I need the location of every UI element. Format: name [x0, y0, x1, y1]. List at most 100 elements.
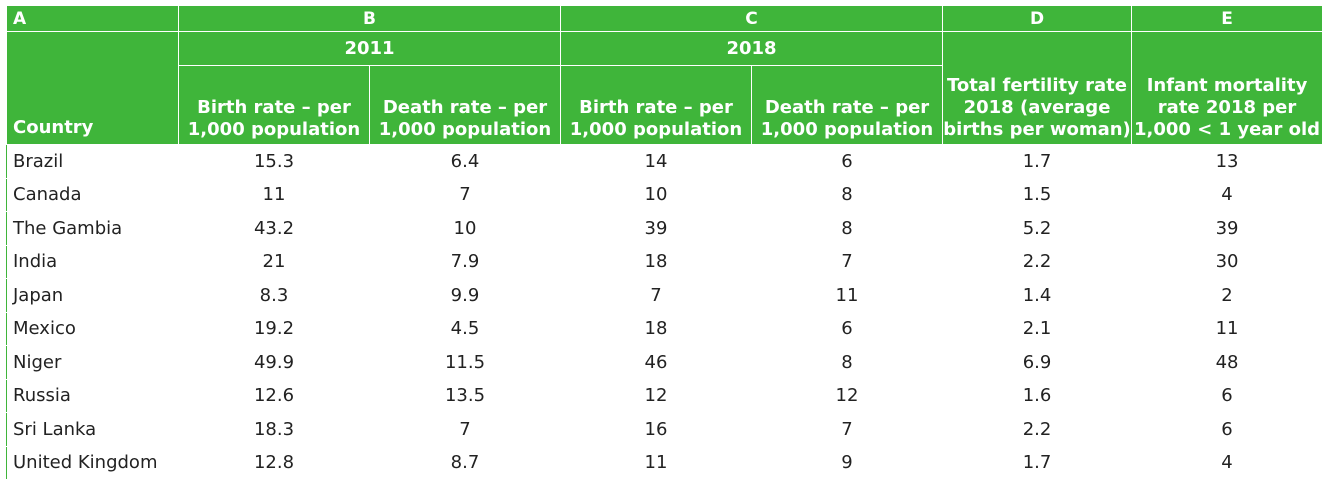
birth-rate-2011-header: Birth rate – per 1,000 population — [178, 65, 370, 145]
column-letter-d: D — [942, 5, 1133, 32]
infant-mortality-header: Infant mortality rate 2018 per 1,000 < 1… — [1131, 31, 1324, 145]
column-letter-e: E — [1131, 5, 1324, 32]
death-rate-2018-cell: 6 — [750, 311, 944, 346]
death-rate-2018-cell: 11 — [750, 278, 944, 313]
infant-mortality-cell: 30 — [1131, 244, 1324, 279]
birth-rate-2011-cell: 12.8 — [178, 445, 370, 480]
table-header: A B C D E Country 2011 2018 Total fertil… — [6, 5, 1324, 145]
infant-mortality-cell: 13 — [1131, 144, 1324, 179]
table-row: Sri Lanka 18.3 7 16 7 2.2 6 — [6, 412, 1324, 447]
table-row: United Kingdom 12.8 8.7 11 9 1.7 4 — [6, 445, 1324, 480]
death-rate-2018-cell: 9 — [750, 445, 944, 480]
table-row: The Gambia 43.2 10 39 8 5.2 39 — [6, 211, 1324, 246]
fertility-cell: 1.4 — [942, 278, 1133, 313]
death-rate-2018-cell: 8 — [750, 345, 944, 380]
birth-rate-2018-cell: 16 — [560, 412, 752, 447]
death-rate-2011-cell: 7 — [369, 412, 561, 447]
birth-rate-2018-cell: 18 — [560, 311, 752, 346]
death-rate-2018-cell: 7 — [750, 244, 944, 279]
infant-mortality-cell: 11 — [1131, 311, 1324, 346]
column-letters-row: A B C D E — [6, 5, 1324, 32]
country-cell: Brazil — [6, 144, 179, 179]
birth-rate-2011-cell: 11 — [178, 177, 370, 212]
birth-rate-2011-cell: 15.3 — [178, 144, 370, 179]
infant-mortality-cell: 6 — [1131, 378, 1324, 413]
death-rate-2011-cell: 4.5 — [369, 311, 561, 346]
table-row: Japan 8.3 9.9 7 11 1.4 2 — [6, 278, 1324, 313]
table-row: Mexico 19.2 4.5 18 6 2.1 11 — [6, 311, 1324, 346]
subheader-row: Birth rate – per 1,000 population Death … — [7, 65, 1323, 145]
infant-mortality-cell: 6 — [1131, 412, 1324, 447]
year-row: Country 2011 2018 Total fertility rate 2… — [6, 31, 1324, 145]
country-cell: The Gambia — [6, 211, 179, 246]
birth-rate-2018-cell: 39 — [560, 211, 752, 246]
death-rate-2018-cell: 8 — [750, 211, 944, 246]
table-row: Canada 11 7 10 8 1.5 4 — [6, 177, 1324, 212]
birth-rate-2011-cell: 12.6 — [178, 378, 370, 413]
infant-mortality-cell: 4 — [1131, 177, 1324, 212]
fertility-header: Total fertility rate 2018 (average birth… — [942, 31, 1133, 145]
birth-rate-2011-cell: 19.2 — [178, 311, 370, 346]
fertility-cell: 2.1 — [942, 311, 1133, 346]
infant-mortality-cell: 4 — [1131, 445, 1324, 480]
year-2018-header: 2018 — [559, 31, 944, 66]
country-cell: Canada — [6, 177, 179, 212]
birth-rate-2018-cell: 18 — [560, 244, 752, 279]
country-cell: Russia — [6, 378, 179, 413]
death-rate-2018-cell: 6 — [750, 144, 944, 179]
fertility-cell: 2.2 — [942, 412, 1133, 447]
country-cell: India — [6, 244, 179, 279]
fertility-cell: 5.2 — [942, 211, 1133, 246]
death-rate-2018-cell: 7 — [750, 412, 944, 447]
country-cell: Niger — [6, 345, 179, 380]
death-rate-2011-cell: 6.4 — [369, 144, 561, 179]
birth-rate-2018-header: Birth rate – per 1,000 population — [560, 65, 752, 145]
column-letter-a: A — [6, 5, 179, 32]
birth-rate-2018-cell: 46 — [560, 345, 752, 380]
country-cell: Sri Lanka — [6, 412, 179, 447]
table-row: Russia 12.6 13.5 12 12 1.6 6 — [6, 378, 1324, 413]
fertility-cell: 6.9 — [942, 345, 1133, 380]
death-rate-2018-cell: 8 — [750, 177, 944, 212]
table-body: Brazil 15.3 6.4 14 6 1.7 13 Canada 11 7 … — [6, 144, 1324, 480]
fertility-cell: 1.7 — [942, 445, 1133, 480]
death-rate-2011-cell: 7.9 — [369, 244, 561, 279]
infant-mortality-cell: 39 — [1131, 211, 1324, 246]
death-rate-2011-cell: 11.5 — [369, 345, 561, 380]
birth-rate-2011-cell: 49.9 — [178, 345, 370, 380]
birth-rate-2018-cell: 12 — [560, 378, 752, 413]
death-rate-2011-cell: 13.5 — [369, 378, 561, 413]
column-letter-c: C — [559, 5, 944, 32]
country-header: Country — [6, 31, 179, 145]
birth-rate-2018-cell: 11 — [560, 445, 752, 480]
fertility-cell: 2.2 — [942, 244, 1133, 279]
birth-rate-2011-cell: 18.3 — [178, 412, 370, 447]
country-cell: Japan — [6, 278, 179, 313]
birth-rate-2018-cell: 10 — [560, 177, 752, 212]
death-rate-2011-cell: 7 — [369, 177, 561, 212]
fertility-cell: 1.5 — [942, 177, 1133, 212]
death-rate-2011-header: Death rate – per 1,000 population — [369, 65, 561, 145]
country-cell: Mexico — [6, 311, 179, 346]
fertility-cell: 1.7 — [942, 144, 1133, 179]
death-rate-2018-header: Death rate – per 1,000 population — [750, 65, 944, 145]
infant-mortality-cell: 48 — [1131, 345, 1324, 380]
death-rate-2011-cell: 10 — [369, 211, 561, 246]
column-letter-b: B — [178, 5, 561, 32]
death-rate-2011-cell: 9.9 — [369, 278, 561, 313]
country-cell: United Kingdom — [6, 445, 179, 480]
birth-rate-2011-cell: 43.2 — [178, 211, 370, 246]
table-row: Brazil 15.3 6.4 14 6 1.7 13 — [6, 144, 1324, 179]
birth-rate-2011-cell: 21 — [178, 244, 370, 279]
table-row: India 21 7.9 18 7 2.2 30 — [6, 244, 1324, 279]
death-rate-2011-cell: 8.7 — [369, 445, 561, 480]
infant-mortality-cell: 2 — [1131, 278, 1324, 313]
fertility-cell: 1.6 — [942, 378, 1133, 413]
year-2011-header: 2011 — [178, 31, 561, 66]
population-data-table: A B C D E Country 2011 2018 Total fertil… — [6, 5, 1324, 480]
birth-rate-2011-cell: 8.3 — [178, 278, 370, 313]
birth-rate-2018-cell: 14 — [560, 144, 752, 179]
death-rate-2018-cell: 12 — [750, 378, 944, 413]
table-row: Niger 49.9 11.5 46 8 6.9 48 — [6, 345, 1324, 380]
birth-rate-2018-cell: 7 — [560, 278, 752, 313]
